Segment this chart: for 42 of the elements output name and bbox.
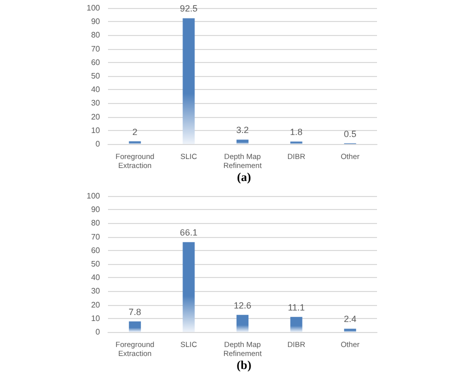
bar [344,328,356,332]
y-tick-label: 10 [91,126,101,135]
data-label: 11.1 [288,302,305,312]
y-tick-label: 30 [91,98,101,108]
y-tick-label: 40 [91,273,101,282]
bar [182,242,195,332]
y-tick-label: 10 [91,314,101,323]
data-label: 12.6 [234,300,252,310]
data-label: 3.2 [236,125,249,136]
data-label: 1.8 [290,127,303,138]
text: (b) [236,358,252,372]
data-label: 0.5 [344,128,356,139]
text: (a) [237,170,251,184]
data-label: 66.1 [180,228,198,238]
data-label: 2 [132,126,138,137]
data-label: 2.4 [344,314,356,324]
bar [182,18,195,144]
y-tick-label: 50 [91,260,101,268]
y-tick-label: 50 [91,72,101,80]
y-tick-label: 80 [91,30,101,40]
y-tick-label: 100 [86,4,101,12]
y-tick-label: 20 [91,300,101,310]
y-tick-label: 70 [91,232,101,242]
bar [128,141,141,144]
y-tick-label: 100 [86,192,101,200]
y-tick-label: 0 [96,140,101,148]
y-tick-label: 60 [91,58,101,67]
y-tick-label: 40 [91,85,101,94]
y-tick-label: 30 [91,286,101,296]
y-tick-label: 60 [91,246,101,255]
y-tick-label: 90 [91,17,101,26]
y-tick-label: 0 [96,328,101,336]
bar [236,314,248,332]
bar [290,316,302,332]
bar [236,140,248,144]
y-tick-label: 70 [91,44,101,54]
bar [128,321,141,332]
y-tick-label: 90 [91,205,101,214]
data-label: 7.8 [128,306,142,317]
y-tick-label: 20 [91,112,101,122]
data-label: 92.5 [180,4,198,14]
y-tick-label: 80 [91,218,101,228]
